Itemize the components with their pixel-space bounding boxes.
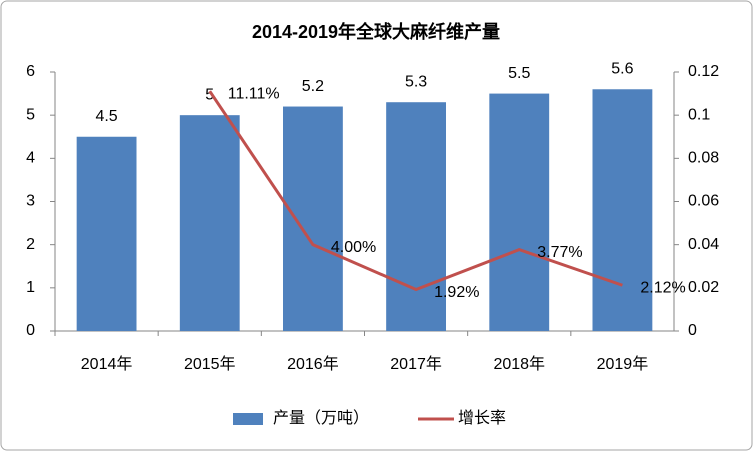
chart-title: 2014-2019年全球大麻纤维产量: [252, 21, 500, 42]
bar-value-label: 5: [205, 86, 214, 103]
y-tick-label: 2: [26, 236, 35, 253]
line-value-label: 1.92%: [434, 284, 479, 301]
bar: [282, 106, 343, 332]
line-value-label: 2.12%: [640, 279, 685, 296]
x-tick-label: 2019年: [597, 355, 649, 373]
bar-value-label: 5.3: [405, 73, 427, 90]
y2-tick-label: 0.04: [688, 236, 719, 253]
y2-tick-label: 0.1: [688, 106, 710, 123]
y2-tick-label: 0: [688, 322, 697, 339]
y-tick-label: 6: [26, 63, 35, 80]
bar: [386, 102, 447, 331]
legend-label: 增长率: [458, 409, 506, 427]
y2-tick-label: 0.12: [688, 63, 719, 80]
bar: [489, 93, 550, 331]
x-tick-label: 2014年: [81, 355, 133, 373]
y-tick-label: 4: [26, 150, 35, 167]
line: [208, 90, 623, 292]
y-tick-label: 1: [26, 279, 35, 296]
line-value-label: 4.00%: [331, 239, 376, 256]
bar-value-label: 5.6: [611, 60, 633, 77]
y-tick-label: 5: [26, 106, 35, 123]
bar: [76, 136, 137, 331]
bar: [179, 115, 240, 332]
y2-tick-label: 0.06: [688, 193, 719, 210]
bar: [592, 89, 653, 332]
y2-tick-label: 0.02: [688, 279, 719, 296]
y-tick-label: 0: [26, 322, 35, 339]
legend-swatch: [233, 413, 263, 425]
y2-tick-label: 0.08: [688, 150, 719, 167]
bar-value-label: 5.5: [508, 65, 530, 82]
x-tick-label: 2016年: [287, 355, 339, 373]
legend-label: 产量（万吨）: [273, 409, 369, 427]
x-tick-label: 2018年: [493, 355, 545, 373]
line-value-label: 11.11%: [228, 85, 280, 102]
y-tick-label: 3: [26, 193, 35, 210]
x-tick-label: 2017年: [390, 355, 442, 373]
line-value-label: 3.77%: [537, 244, 582, 261]
x-tick-label: 2015年: [184, 355, 236, 373]
bar-value-label: 4.5: [95, 108, 117, 125]
bar-value-label: 5.2: [302, 78, 324, 95]
